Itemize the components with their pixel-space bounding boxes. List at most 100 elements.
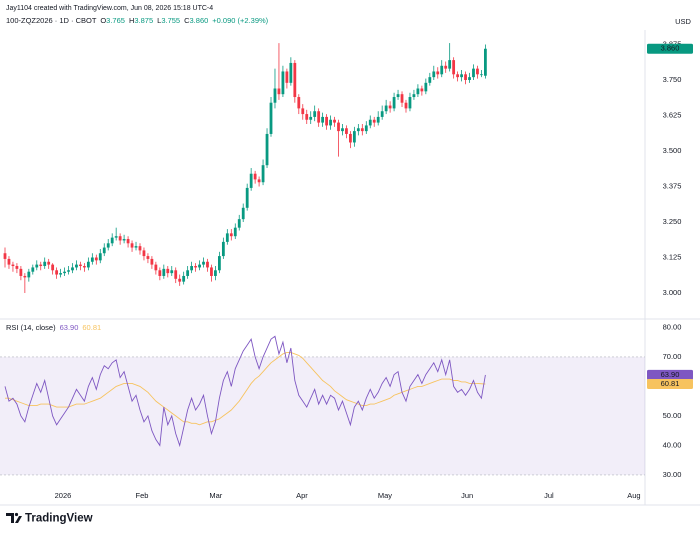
candle-body — [364, 125, 368, 132]
change: +0.090 (+2.39%) — [212, 16, 268, 25]
ohlc-value: 3.875 — [134, 16, 153, 25]
candle-body — [483, 48, 487, 76]
ohlc-letter: C — [184, 16, 190, 25]
logo-icon — [6, 513, 14, 523]
ohlc-value: 3.860 — [190, 16, 209, 25]
currency: USD — [675, 17, 691, 26]
candle-body — [480, 74, 483, 76]
rsi-band — [0, 356, 645, 475]
y-tick-label: 3.250 — [663, 217, 682, 226]
rsi-line — [5, 352, 486, 426]
candle-body — [210, 267, 213, 276]
candle-body — [356, 128, 360, 132]
ohlc-letter: O — [100, 16, 106, 25]
candle-body — [297, 97, 301, 109]
y-tick-label: 3.125 — [663, 252, 682, 261]
candle-body — [206, 261, 209, 268]
y-tick-label: 3.625 — [663, 110, 682, 119]
rsi-line — [4, 335, 486, 448]
rsi-tick-label: 80.00 — [663, 322, 682, 331]
x-tick-label: Mar — [209, 491, 222, 500]
candle-body — [55, 270, 59, 275]
x-tick-label: Jul — [544, 491, 554, 500]
candle-body — [321, 116, 325, 123]
candle-body — [388, 105, 392, 109]
candle-body — [79, 264, 82, 267]
candle-body — [23, 275, 27, 278]
candle-body — [94, 257, 98, 261]
candle-body — [384, 105, 388, 112]
candle-body — [333, 119, 336, 123]
candle-body — [221, 241, 225, 257]
candle-body — [83, 266, 86, 268]
logo-icon — [14, 512, 19, 517]
candle-body — [452, 60, 456, 75]
rsi-tick-label: 50.00 — [663, 411, 682, 420]
candle-body — [416, 88, 420, 95]
candle-body — [47, 261, 51, 265]
candle-body — [468, 77, 471, 80]
candle-body — [245, 187, 249, 208]
logo: TradingView — [6, 513, 93, 525]
rsi-last-label: 60.81 — [661, 379, 680, 388]
candle-body — [464, 74, 467, 80]
candle-body — [376, 116, 380, 123]
y-tick-label: 3.000 — [663, 288, 682, 297]
candle-body — [349, 133, 352, 143]
candle-body — [412, 94, 416, 98]
attribution: Jay1104 created with TradingView.com, Ju… — [6, 5, 213, 12]
candle-body — [202, 261, 205, 265]
logo-text: TradingView — [25, 513, 93, 525]
rsi-last-box — [647, 369, 693, 380]
candle-body — [400, 94, 404, 103]
candle-body — [233, 227, 237, 237]
candle-body — [90, 257, 94, 262]
candle-body — [305, 114, 309, 120]
candle-body — [162, 268, 166, 276]
candle-body — [241, 207, 245, 220]
candle-body — [253, 173, 257, 180]
candle-body — [313, 111, 317, 117]
candle-body — [372, 119, 376, 123]
rsi-title: RSI (14, close) — [6, 323, 56, 332]
candle-body — [7, 258, 11, 265]
candle-body — [190, 266, 194, 271]
candle-body — [448, 60, 452, 69]
candle-body — [3, 253, 7, 259]
candle-body — [432, 71, 436, 78]
candle-body — [436, 71, 440, 75]
candle-body — [309, 116, 313, 120]
x-tick-label: Feb — [136, 491, 149, 500]
candle-body — [261, 165, 265, 183]
x-tick-label: 2026 — [55, 491, 72, 500]
ohlc-letter: L — [157, 16, 161, 25]
candle-body — [174, 270, 178, 279]
candle-body — [126, 239, 130, 244]
candle-body — [35, 264, 39, 268]
candle-body — [289, 62, 293, 83]
candle-body — [27, 271, 31, 278]
rsi-legend-value: 60.81 — [82, 323, 101, 332]
candle-body — [444, 65, 448, 69]
candle-body — [19, 268, 23, 276]
candle-body — [86, 261, 90, 268]
candle-body — [214, 270, 217, 276]
logo-icon — [15, 516, 22, 523]
candle-body — [110, 237, 114, 244]
candle-body — [325, 116, 328, 126]
candle-body — [102, 247, 106, 254]
candle-body — [63, 271, 66, 274]
candle-body — [225, 233, 229, 242]
candle-body — [277, 88, 281, 95]
symbol: 100-ZQZ2026 · 1D · CBOT — [6, 16, 97, 25]
candle-body — [138, 246, 142, 251]
candle-body — [67, 270, 70, 272]
candle-body — [158, 270, 162, 276]
candle-body — [154, 264, 158, 271]
candle-body — [182, 275, 186, 282]
candle-body — [249, 173, 253, 188]
candle-body — [194, 266, 197, 268]
candle-body — [142, 250, 146, 257]
